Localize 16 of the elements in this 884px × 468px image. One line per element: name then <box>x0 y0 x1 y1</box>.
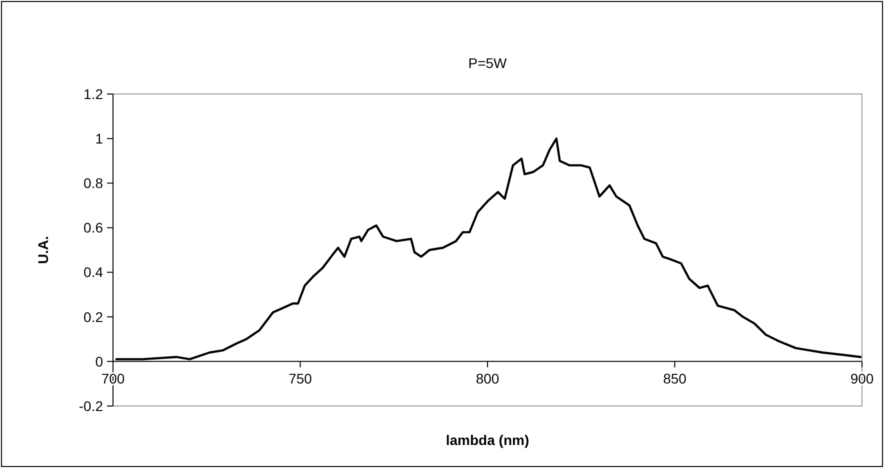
x-tick-label: 900 <box>850 370 874 386</box>
y-axis-title: U.A. <box>35 236 51 264</box>
x-tick-label: 850 <box>663 370 687 386</box>
y-tick-label: -0.2 <box>78 398 104 414</box>
x-tick-label: 800 <box>476 370 500 386</box>
line-series <box>115 137 862 360</box>
y-tick-label: 0.6 <box>84 220 104 236</box>
y-tick-label: 0.2 <box>84 308 104 325</box>
y-tick-label: 0.4 <box>84 264 104 280</box>
y-tick-label: 0.8 <box>84 175 104 192</box>
y-tick-label: 1 <box>95 130 104 146</box>
chart-title: P=5W <box>468 55 508 71</box>
x-axis-title: lambda (nm) <box>446 432 530 448</box>
y-tick-label: 1.2 <box>84 86 104 102</box>
y-tick-label: 0 <box>95 353 104 370</box>
x-tick-label: 750 <box>288 370 312 386</box>
